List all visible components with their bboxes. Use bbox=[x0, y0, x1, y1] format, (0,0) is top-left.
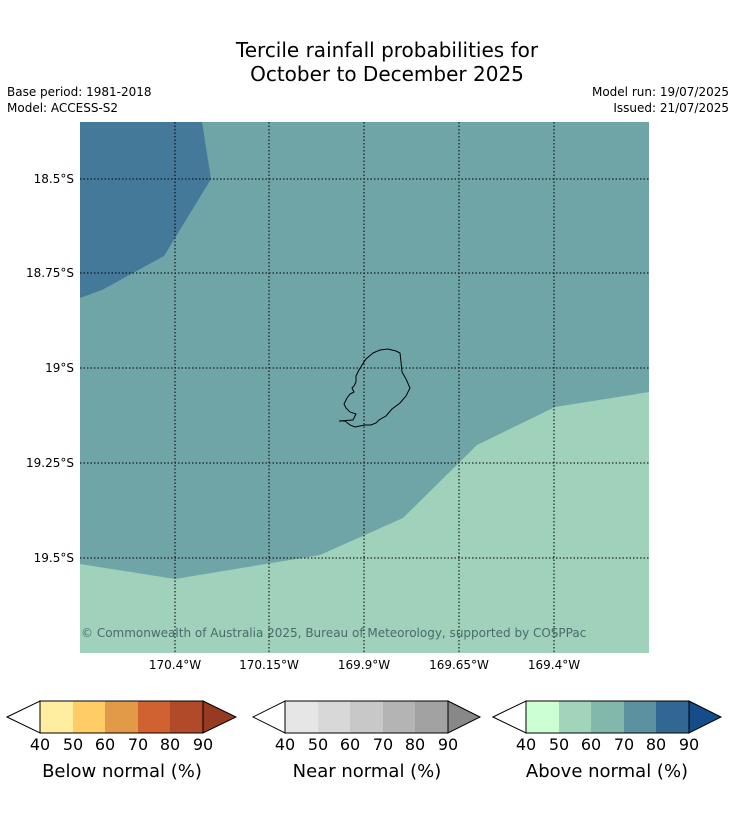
tick-label: 70 bbox=[613, 735, 635, 754]
color-swatch bbox=[350, 701, 383, 733]
title-line-1: Tercile rainfall probabilities for bbox=[235, 38, 539, 62]
tick-label: 80 bbox=[645, 735, 667, 754]
colorbar-label-below: Below normal (%) bbox=[42, 761, 202, 782]
tick-label: 70 bbox=[127, 735, 149, 754]
underflow-triangle bbox=[252, 700, 286, 734]
color-swatch bbox=[559, 701, 591, 733]
meta-left: Base period: 1981-2018 Model: ACCESS-S2 bbox=[7, 84, 152, 116]
colorbar-frame bbox=[525, 700, 690, 734]
zone-above-50-60 bbox=[80, 392, 649, 653]
tick-label: 70 bbox=[372, 735, 394, 754]
lat-label: 18.5°S bbox=[33, 172, 74, 186]
title-line-2: October to December 2025 bbox=[250, 62, 524, 86]
tick-label: 80 bbox=[159, 735, 181, 754]
underflow-triangle bbox=[6, 700, 41, 734]
copyright-notice: © Commonwealth of Australia 2025, Bureau… bbox=[81, 626, 587, 640]
lat-label: 18.75°S bbox=[26, 266, 74, 280]
tick-label: 90 bbox=[192, 735, 214, 754]
map-panel bbox=[80, 122, 649, 653]
tick-label: 40 bbox=[274, 735, 296, 754]
color-swatch bbox=[624, 701, 656, 733]
color-swatch bbox=[318, 701, 350, 733]
lon-label: 170.15°W bbox=[239, 658, 299, 672]
model-run: Model run: 19/07/2025 bbox=[591, 85, 729, 99]
lon-label: 169.4°W bbox=[527, 658, 581, 672]
colorbar-label-above: Above normal (%) bbox=[525, 761, 689, 782]
colorbar-label-near: Near normal (%) bbox=[292, 761, 442, 782]
tick-label: 90 bbox=[437, 735, 459, 754]
color-swatch bbox=[73, 701, 105, 733]
tick-label: 50 bbox=[62, 735, 84, 754]
tick-label: 40 bbox=[29, 735, 51, 754]
tick-label: 80 bbox=[404, 735, 426, 754]
tick-label: 90 bbox=[678, 735, 700, 754]
lat-label: 19.25°S bbox=[26, 456, 74, 470]
tick-label: 50 bbox=[548, 735, 570, 754]
color-swatch bbox=[138, 701, 170, 733]
issued-date: Issued: 21/07/2025 bbox=[613, 101, 729, 115]
underflow-triangle bbox=[492, 700, 527, 734]
color-swatch bbox=[383, 701, 415, 733]
color-swatch bbox=[415, 701, 448, 733]
colorbar-frame bbox=[39, 700, 204, 734]
color-swatch bbox=[105, 701, 138, 733]
color-swatch bbox=[656, 701, 689, 733]
base-period: Base period: 1981-2018 bbox=[7, 85, 152, 99]
color-swatch bbox=[170, 701, 203, 733]
tick-label: 60 bbox=[580, 735, 602, 754]
lon-label: 169.9°W bbox=[337, 658, 391, 672]
colorbar-above bbox=[492, 700, 723, 734]
tick-label: 40 bbox=[515, 735, 537, 754]
map-svg bbox=[80, 122, 649, 653]
lon-label: 170.4°W bbox=[148, 658, 202, 672]
color-swatch bbox=[591, 701, 624, 733]
tick-label: 60 bbox=[94, 735, 116, 754]
overflow-triangle bbox=[688, 700, 723, 734]
color-swatch bbox=[40, 701, 73, 733]
colorbar-below bbox=[6, 700, 238, 734]
model-name: Model: ACCESS-S2 bbox=[7, 101, 119, 115]
map-title: Tercile rainfall probabilities for Octob… bbox=[0, 38, 736, 86]
colorbar-frame bbox=[284, 700, 449, 734]
island-coastline bbox=[338, 348, 411, 428]
tick-label: 60 bbox=[339, 735, 361, 754]
colorbar-near bbox=[252, 700, 482, 734]
overflow-triangle bbox=[202, 700, 238, 734]
tick-label: 50 bbox=[307, 735, 329, 754]
overflow-triangle bbox=[447, 700, 482, 734]
graticule bbox=[80, 122, 649, 653]
zone-above-80-90 bbox=[80, 122, 211, 298]
lat-label: 19.5°S bbox=[33, 551, 74, 565]
lat-label: 19°S bbox=[45, 361, 74, 375]
color-swatch bbox=[526, 701, 559, 733]
color-swatch bbox=[285, 701, 318, 733]
meta-right: Model run: 19/07/2025 Issued: 21/07/2025 bbox=[592, 84, 729, 116]
lon-label: 169.65°W bbox=[429, 658, 489, 672]
